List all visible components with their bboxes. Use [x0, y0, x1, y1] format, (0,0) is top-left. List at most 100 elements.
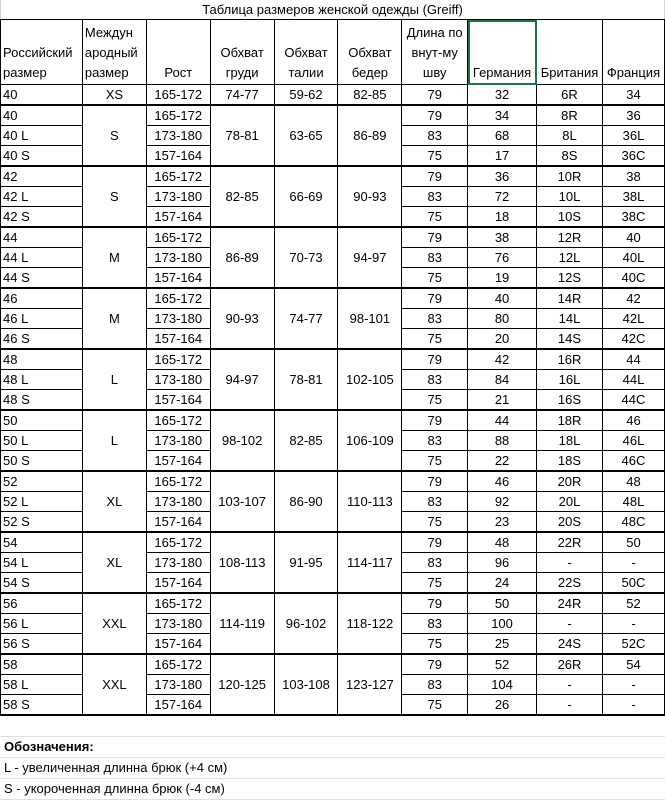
cell[interactable]: 50	[601, 531, 665, 553]
cell[interactable]: 20L	[536, 491, 603, 512]
cell[interactable]: 46 L	[0, 308, 83, 329]
cell[interactable]: 157-164	[145, 145, 211, 167]
cell[interactable]: 6R	[536, 84, 603, 106]
cell[interactable]: 94-97	[337, 226, 403, 289]
cell[interactable]: 44L	[601, 369, 665, 390]
cell[interactable]: 75	[401, 694, 469, 716]
cell[interactable]: 48 S	[0, 389, 83, 411]
cell[interactable]: 79	[401, 531, 469, 553]
cell[interactable]: 82-85	[273, 409, 339, 472]
cell[interactable]: 83	[401, 369, 469, 390]
cell[interactable]: 79	[401, 653, 469, 675]
cell[interactable]: 52C	[601, 633, 665, 655]
cell[interactable]: 26	[467, 694, 538, 716]
cell[interactable]: 63-65	[273, 104, 339, 167]
cell[interactable]: 165-172	[145, 84, 211, 106]
cell[interactable]: 82-85	[209, 165, 275, 228]
cell[interactable]: 18	[467, 206, 538, 228]
cell[interactable]: 20S	[536, 511, 603, 533]
cell[interactable]: 48	[0, 348, 83, 370]
cell[interactable]: -	[601, 613, 665, 634]
cell[interactable]: 50	[467, 592, 538, 614]
cell[interactable]: 79	[401, 409, 469, 431]
cell[interactable]: XXL	[81, 653, 147, 716]
cell[interactable]: 78-81	[209, 104, 275, 167]
cell[interactable]: 38	[601, 165, 665, 187]
cell[interactable]: XXL	[81, 592, 147, 655]
cell[interactable]: 50C	[601, 572, 665, 594]
cell[interactable]: 46L	[601, 430, 665, 451]
cell[interactable]: 16S	[536, 389, 603, 411]
cell[interactable]: 52 S	[0, 511, 83, 533]
cell[interactable]: 86-90	[273, 470, 339, 533]
legend-item[interactable]: S - укороченная длинна брюк (-4 см)	[0, 779, 665, 800]
cell[interactable]: 157-164	[145, 450, 211, 472]
cell[interactable]: 79	[401, 104, 469, 126]
cell[interactable]: 165-172	[145, 348, 211, 370]
cell[interactable]: 103-108	[273, 653, 339, 716]
cell[interactable]: 106-109	[337, 409, 403, 472]
cell[interactable]: 165-172	[145, 531, 211, 553]
cell[interactable]: 42	[467, 348, 538, 370]
cell[interactable]: -	[601, 674, 665, 695]
cell[interactable]: 59-62	[273, 84, 339, 106]
cell[interactable]: 50 S	[0, 450, 83, 472]
cell[interactable]: 56 L	[0, 613, 83, 634]
cell[interactable]: 58	[0, 653, 83, 675]
column-header[interactable]: Рост	[145, 19, 211, 85]
cell[interactable]: -	[536, 674, 603, 695]
cell[interactable]: 173-180	[145, 674, 211, 695]
cell[interactable]: 83	[401, 491, 469, 512]
cell[interactable]: 75	[401, 511, 469, 533]
cell[interactable]: 44	[0, 226, 83, 248]
cell[interactable]: 38	[467, 226, 538, 248]
cell[interactable]: 18S	[536, 450, 603, 472]
cell[interactable]: 120-125	[209, 653, 275, 716]
cell[interactable]: 19	[467, 267, 538, 289]
cell[interactable]: -	[601, 694, 665, 716]
cell[interactable]: 90-93	[337, 165, 403, 228]
cell[interactable]: 25	[467, 633, 538, 655]
legend-heading[interactable]: Обозначения:	[0, 737, 665, 758]
cell[interactable]: 40 S	[0, 145, 83, 167]
cell[interactable]: L	[81, 348, 147, 411]
cell[interactable]: 58 L	[0, 674, 83, 695]
cell[interactable]: 23	[467, 511, 538, 533]
cell[interactable]: 36C	[601, 145, 665, 167]
cell[interactable]: 10R	[536, 165, 603, 187]
cell[interactable]: 66-69	[273, 165, 339, 228]
cell[interactable]: -	[536, 613, 603, 634]
cell[interactable]: 173-180	[145, 491, 211, 512]
cell[interactable]: 54	[601, 653, 665, 675]
cell[interactable]: 165-172	[145, 592, 211, 614]
cell[interactable]: 56 S	[0, 633, 83, 655]
cell[interactable]: 173-180	[145, 186, 211, 207]
cell[interactable]: 110-113	[337, 470, 403, 533]
cell[interactable]: 16L	[536, 369, 603, 390]
cell[interactable]: 79	[401, 348, 469, 370]
cell[interactable]: 14R	[536, 287, 603, 309]
cell[interactable]: 83	[401, 186, 469, 207]
cell[interactable]: -	[536, 694, 603, 716]
cell[interactable]: 173-180	[145, 613, 211, 634]
cell[interactable]: 70-73	[273, 226, 339, 289]
cell[interactable]: 36	[601, 104, 665, 126]
cell[interactable]: 157-164	[145, 206, 211, 228]
cell[interactable]: 40	[0, 84, 83, 106]
cell[interactable]: 48 L	[0, 369, 83, 390]
cell[interactable]: 75	[401, 633, 469, 655]
cell[interactable]: 21	[467, 389, 538, 411]
cell[interactable]: 83	[401, 674, 469, 695]
cell[interactable]: 42 S	[0, 206, 83, 228]
column-header[interactable]: Российский размер	[0, 19, 83, 85]
cell[interactable]: 91-95	[273, 531, 339, 594]
cell[interactable]: 42 L	[0, 186, 83, 207]
cell[interactable]: 86-89	[209, 226, 275, 289]
cell[interactable]: 52	[601, 592, 665, 614]
column-header[interactable]: Обхват груди	[209, 19, 275, 85]
cell[interactable]: 165-172	[145, 470, 211, 492]
cell[interactable]: 98-102	[209, 409, 275, 472]
cell[interactable]: 83	[401, 430, 469, 451]
cell[interactable]: 52	[467, 653, 538, 675]
cell[interactable]: 44 S	[0, 267, 83, 289]
